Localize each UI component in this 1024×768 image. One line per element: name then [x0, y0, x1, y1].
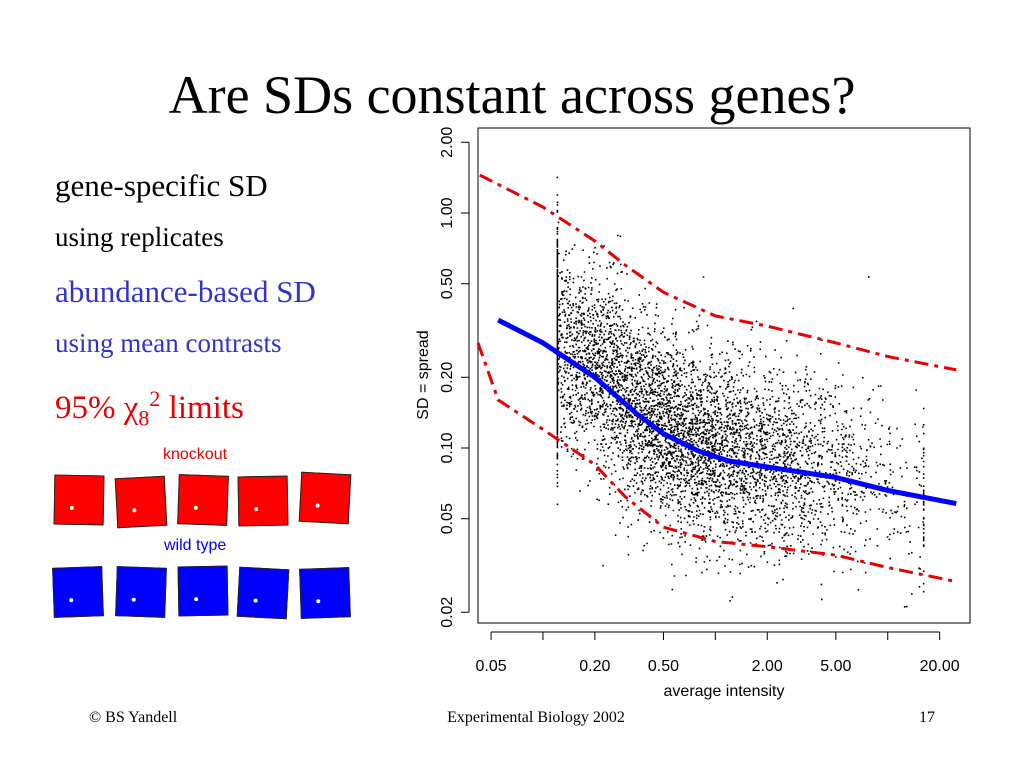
- lower-limit-curve: [476, 342, 957, 584]
- chi-symbol: χ: [123, 390, 139, 426]
- x-tick-label: 2.00: [752, 658, 783, 675]
- y-tick-label: 0.50: [439, 268, 456, 299]
- plot-frame: [477, 127, 971, 624]
- scatter-points: [556, 176, 925, 608]
- bullet-gene-specific-sd: gene-specific SD: [55, 168, 268, 203]
- limits-prefix: 95%: [55, 390, 124, 426]
- y-tick-label: 2.00: [439, 127, 456, 158]
- footer-page-number: 17: [919, 709, 935, 726]
- y-tick-label: 0.20: [439, 362, 456, 393]
- bullet-using-mean-contrasts: using mean contrasts: [55, 328, 282, 358]
- bullet-using-replicates: using replicates: [55, 222, 224, 252]
- x-tick-label: 0.50: [648, 658, 679, 675]
- x-tick-label: 5.00: [820, 658, 851, 675]
- x-tick-label: 0.05: [475, 658, 506, 675]
- y-axis: 0.02 0.05 0.10 0.20 0.50 1.00 2.00: [439, 127, 470, 628]
- chi-subscript: 8: [138, 405, 150, 431]
- footer-author: © BS Yandell: [89, 709, 178, 726]
- footer-event: Experimental Biology 2002: [447, 709, 625, 726]
- bullet-chi-square-limits: 95% χ82 limits: [55, 386, 244, 432]
- y-tick-label: 1.00: [439, 197, 456, 228]
- bullet-abundance-based-sd: abundance-based SD: [55, 274, 316, 309]
- upper-limit-curve: [479, 173, 957, 372]
- y-tick-label: 0.10: [439, 432, 456, 463]
- y-axis-label: SD = spread: [415, 330, 432, 419]
- x-tick-label: 0.20: [579, 658, 610, 675]
- y-tick-label: 0.02: [439, 597, 456, 628]
- abundance-sd-curve: [497, 317, 957, 507]
- knockout-label: knockout: [163, 446, 228, 463]
- series-lines: [476, 173, 957, 584]
- wildtype-label: wild type: [164, 537, 227, 554]
- x-axis-label: average intensity: [664, 683, 785, 700]
- y-tick-label: 0.05: [439, 503, 456, 534]
- x-tick-label: 20.00: [920, 658, 960, 675]
- slide-title: Are SDs constant across genes?: [168, 65, 856, 125]
- limits-suffix: limits: [160, 390, 244, 426]
- scatter-cloud: [556, 176, 925, 608]
- x-axis: 0.05 0.20 0.50 2.00 5.00 20.00: [475, 631, 960, 675]
- chi-superscript: 2: [149, 386, 161, 411]
